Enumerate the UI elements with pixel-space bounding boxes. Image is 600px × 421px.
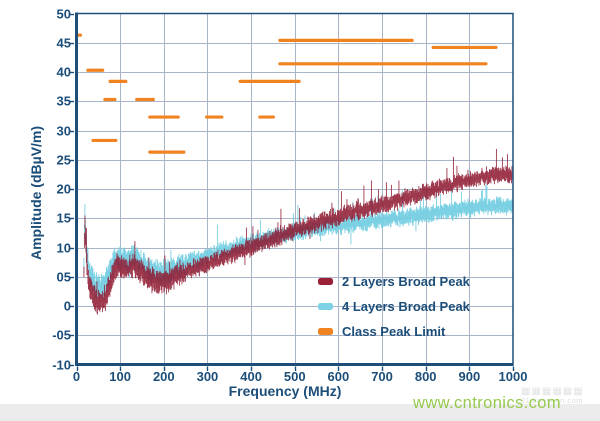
x-tick-label: 700 [371,369,393,384]
legend-swatch-red [318,278,333,285]
y-tick-label: 50 [56,6,71,21]
y-tick-label: 20 [56,181,71,197]
legend-item-class-peak-limit: Class Peak Limit [318,325,470,338]
y-tick-label: 35 [56,93,71,109]
y-tick-label: 30 [56,123,71,138]
watermark-faint-domain: 21dianyuan.com [521,396,584,405]
legend-label: Class Peak Limit [342,324,446,339]
y-tick-label: 45 [56,35,71,51]
x-tick-label: 200 [152,369,175,384]
watermark-cntronics: www.cntronics.com [413,394,562,412]
x-tick-label: 100 [109,369,131,384]
legend-swatch-cyan [318,303,333,310]
y-tick-label: 25 [56,152,71,168]
legend-label: 2 Layers Broad Peak [342,274,470,289]
y-tick-label: 0 [63,298,71,314]
x-tick-label: 1000 [498,369,528,384]
y-tick-label: 40 [56,64,71,80]
x-tick-label: 500 [283,369,306,384]
x-tick-label: 0 [72,369,81,384]
y-tick-label: -10 [52,357,71,372]
legend-item-4-layers: 4 Layers Broad Peak [318,300,470,313]
legend-swatch-orange [318,328,333,335]
y-tick-label: 10 [56,240,71,255]
x-tick-label: 300 [196,369,219,384]
x-axis-title: Frequency (MHz) [228,383,342,399]
y-tick-label: 15 [56,210,71,226]
watermark-faint-blocks: ▦▦▦▦▦▦ [521,386,584,397]
legend: 2 Layers Broad Peak 4 Layers Broad Peak … [318,275,470,350]
legend-item-2-layers: 2 Layers Broad Peak [318,275,470,288]
x-tick-label: 900 [458,369,481,384]
legend-label: 4 Layers Broad Peak [342,299,470,314]
y-tick-label: -05 [52,327,71,343]
x-tick-label: 800 [414,369,437,384]
x-tick-label: 600 [327,369,350,384]
y-tick-label: 05 [56,269,71,285]
x-tick-label: 400 [240,369,262,384]
watermark-faint: ▦▦▦▦▦▦ 21dianyuan.com [521,386,584,405]
